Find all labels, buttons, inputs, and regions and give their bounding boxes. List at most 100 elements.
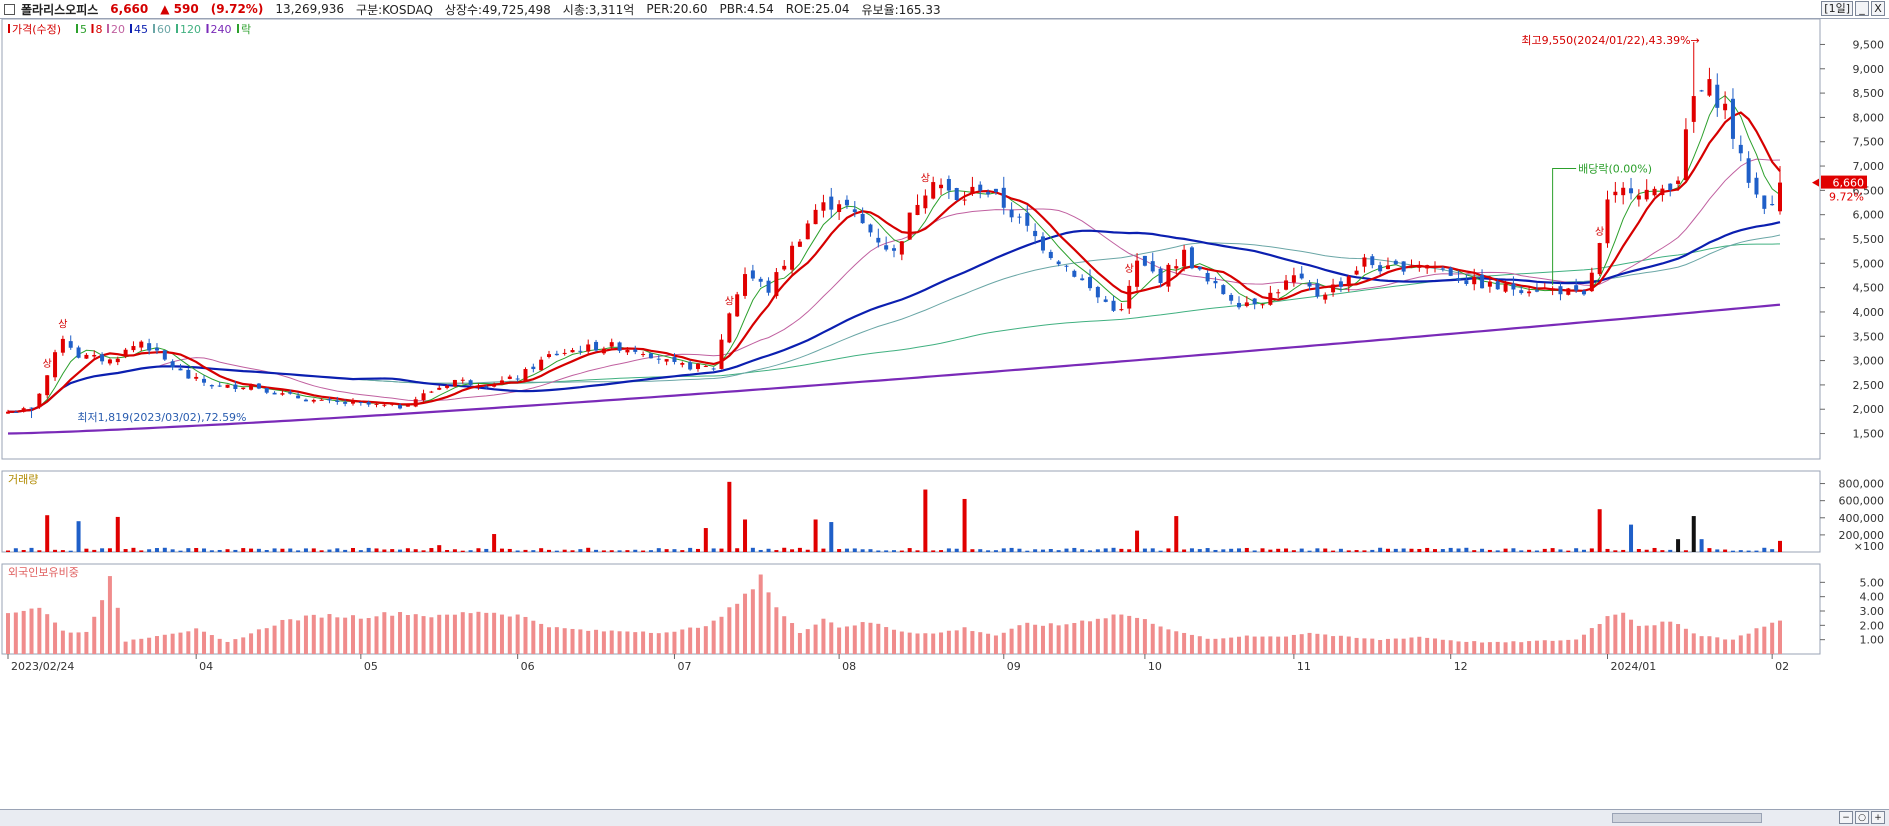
volume-bar[interactable] [774,550,779,552]
candle-body[interactable] [758,278,763,282]
volume-bar[interactable] [884,550,889,552]
foreign-bar[interactable] [1025,622,1030,654]
volume-bar[interactable] [452,549,457,552]
volume-bar[interactable] [790,549,795,552]
volume-bar[interactable] [1142,548,1147,552]
volume-bar[interactable] [695,548,700,552]
candle-body[interactable] [1260,304,1265,306]
volume-bar[interactable] [1346,550,1351,552]
foreign-bar[interactable] [1605,616,1610,654]
candle-body[interactable] [1205,272,1210,282]
foreign-bar[interactable] [186,631,191,654]
foreign-bar[interactable] [1174,631,1179,654]
candle-body[interactable] [829,196,834,210]
volume-bar[interactable] [319,550,324,552]
volume-bar[interactable] [1307,550,1312,552]
foreign-bar[interactable] [946,630,951,654]
candle-body[interactable] [1558,286,1563,295]
candle-body[interactable] [1527,291,1532,294]
foreign-bar[interactable] [766,592,771,654]
candle-body[interactable] [570,350,575,353]
candle-body[interactable] [578,350,583,352]
volume-bar[interactable] [1088,550,1093,552]
foreign-bar[interactable] [1135,617,1140,654]
volume-bar[interactable] [100,548,105,552]
foreign-bar[interactable] [735,603,740,654]
foreign-bar[interactable] [358,618,363,654]
candle-body[interactable] [139,341,144,348]
volume-bar[interactable] [194,547,199,552]
foreign-bar[interactable] [923,633,928,654]
foreign-bar[interactable] [92,616,97,654]
foreign-bar[interactable] [1189,634,1194,654]
candle-body[interactable] [531,366,536,370]
foreign-bar[interactable] [782,616,787,654]
volume-bar[interactable] [547,549,552,552]
volume-bar[interactable] [147,549,152,552]
zoom-out-icon[interactable]: − [1839,811,1853,824]
volume-bar[interactable] [1550,548,1555,552]
volume-bar[interactable] [1433,549,1438,552]
volume-bar[interactable] [115,516,120,552]
volume-bar[interactable] [829,522,834,552]
candle-body[interactable] [1142,255,1147,266]
candle-body[interactable] [1472,276,1477,285]
volume-bar[interactable] [868,549,873,552]
candle-body[interactable] [1566,288,1571,295]
foreign-bar[interactable] [1550,640,1555,654]
foreign-bar[interactable] [1323,634,1328,654]
candle-body[interactable] [1252,298,1257,305]
volume-bar[interactable] [1299,548,1304,552]
volume-bar[interactable] [484,548,489,552]
candle-body[interactable] [319,399,324,401]
candle-body[interactable] [1699,90,1704,92]
foreign-bar[interactable] [170,633,175,654]
volume-bar[interactable] [899,550,904,552]
foreign-bar[interactable] [319,617,324,654]
volume-bar[interactable] [719,548,724,552]
candle-body[interactable] [515,378,520,380]
volume-bar[interactable] [1009,547,1014,552]
volume-bar[interactable] [1080,549,1085,552]
foreign-bar[interactable] [1048,623,1053,654]
foreign-bar[interactable] [758,574,763,654]
candle-body[interactable] [656,358,661,360]
volume-bar[interactable] [852,548,857,552]
volume-bar[interactable] [1213,549,1218,552]
foreign-bar[interactable] [1354,637,1359,654]
candle-body[interactable] [154,347,159,351]
foreign-bar[interactable] [1636,625,1641,654]
foreign-bar[interactable] [1613,614,1618,654]
volume-bar[interactable] [554,550,559,552]
foreign-bar[interactable] [499,614,504,654]
foreign-bar[interactable] [680,629,685,654]
foreign-bar[interactable] [335,617,340,654]
volume-bar[interactable] [672,549,677,552]
candle-body[interactable] [1629,188,1634,194]
foreign-bar[interactable] [601,631,606,654]
foreign-bar[interactable] [1291,634,1296,654]
foreign-bar[interactable] [1668,621,1673,654]
candle-body[interactable] [539,359,544,371]
foreign-bar[interactable] [860,622,865,654]
volume-bar[interactable] [1770,549,1775,552]
candle-body[interactable] [884,245,889,250]
candle-body[interactable] [1189,247,1194,269]
candle-body[interactable] [1307,282,1312,287]
volume-bar[interactable] [366,547,371,552]
foreign-bar[interactable] [1338,635,1343,654]
volume-bar[interactable] [1464,547,1469,552]
candle-body[interactable] [374,403,379,405]
volume-bar[interactable] [641,550,646,552]
volume-bar[interactable] [123,549,128,552]
volume-bar[interactable] [1056,550,1061,552]
candle-body[interactable] [1746,158,1751,183]
volume-bar[interactable] [13,548,18,552]
foreign-bar[interactable] [1425,637,1430,654]
volume-bar[interactable] [1378,547,1383,552]
candle-body[interactable] [1448,267,1453,276]
candle-body[interactable] [92,354,97,357]
volume-bar[interactable] [507,548,512,552]
foreign-bar[interactable] [264,628,269,654]
foreign-bar[interactable] [688,627,693,654]
